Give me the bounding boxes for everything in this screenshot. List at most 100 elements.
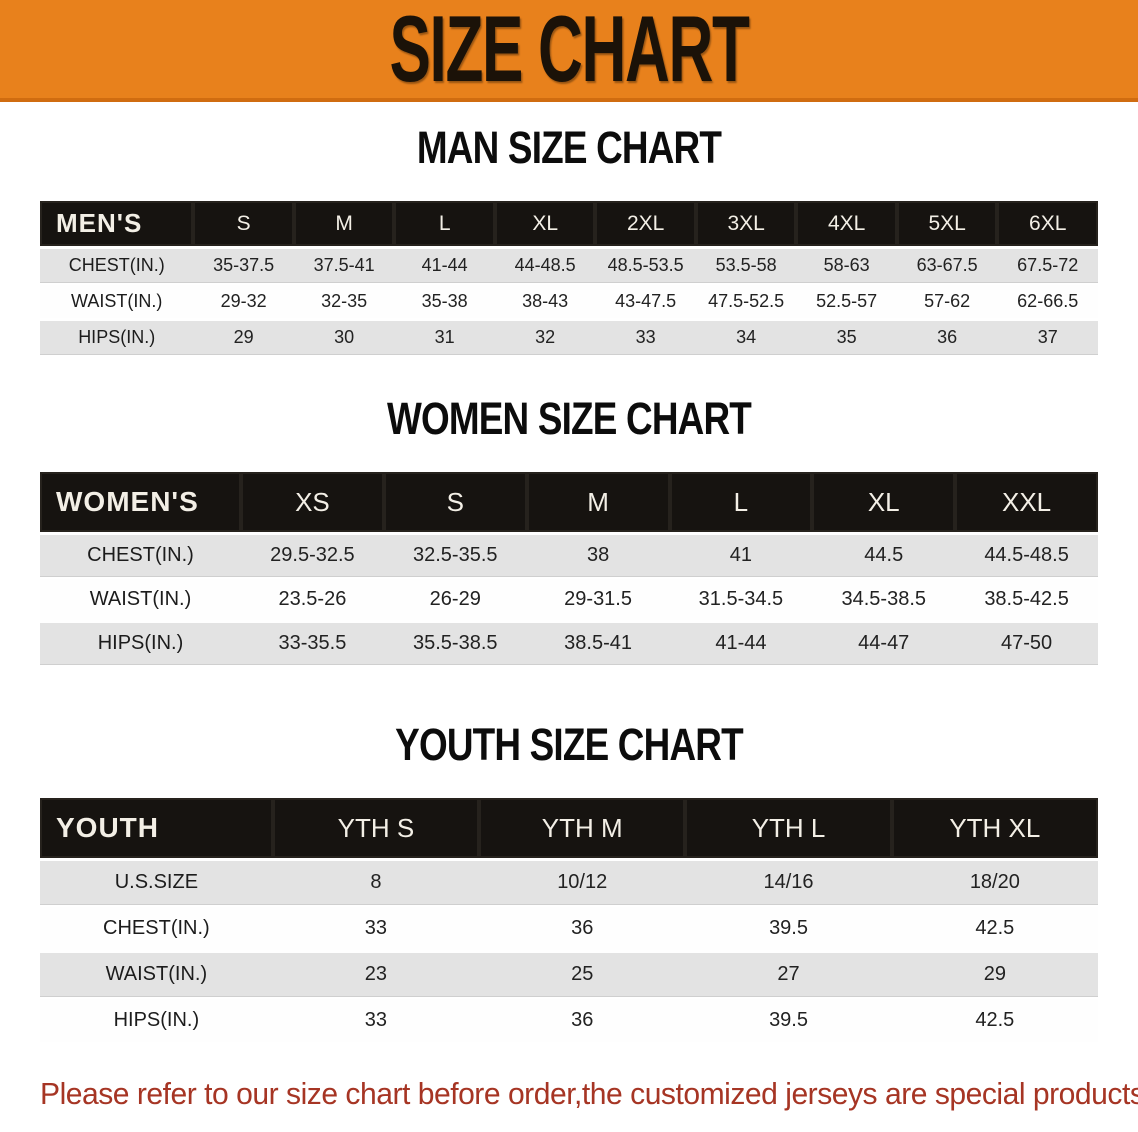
men-size-column-header: 3XL (695, 201, 797, 246)
men-size-value-cell: 32 (494, 321, 596, 354)
women-size-value-cell: 34.5-38.5 (812, 579, 956, 620)
youth-size-value-cell: 33 (272, 999, 480, 1042)
disclaimer-line-1: Please refer to our size chart before or… (40, 1076, 1138, 1111)
women-size-table: WOMEN'S XS S M L XL XXL CHEST(IN.) 29.5-32.5 32.… (40, 469, 1098, 667)
men-size-value-cell: 35 (796, 321, 897, 354)
men-row-label: CHEST(IN.) (40, 249, 194, 282)
men-size-value-cell: 31 (394, 321, 495, 354)
youth-size-column-header: YTH L (685, 798, 892, 858)
men-header-row: MEN'S S M L XL 2XL 3XL 4XL 5XL 6XL (40, 201, 1098, 246)
women-size-column-header: S (383, 472, 527, 532)
women-table-body: CHEST(IN.) 29.5-32.5 32.5-35.5 38 41 44.5 44.5… (40, 535, 1098, 664)
men-size-value-cell: 47.5-52.5 (695, 285, 797, 318)
women-size-value-cell: 41-44 (669, 623, 813, 664)
men-measure-row: WAIST(IN.) 29-32 32-35 35-38 38-43 43-47.5 47.… (40, 285, 1098, 318)
youth-size-value-cell: 29 (891, 953, 1098, 996)
men-size-value-cell: 63-67.5 (896, 249, 998, 282)
women-size-value-cell: 35.5-38.5 (383, 623, 527, 664)
youth-size-column-header: YTH M (479, 798, 686, 858)
women-measure-row: CHEST(IN.) 29.5-32.5 32.5-35.5 38 41 44.5 44.5… (40, 535, 1098, 576)
men-size-column-header: 6XL (997, 201, 1098, 246)
women-measure-row: HIPS(IN.) 33-35.5 35.5-38.5 38.5-41 41-44 44-… (40, 623, 1098, 664)
women-group-label: WOMEN'S (40, 472, 242, 532)
youth-section: YOUTH SIZE CHART YOUTH YTH S YTH M YTH L YTH… (0, 719, 1138, 1045)
women-size-value-cell: 33-35.5 (241, 623, 384, 664)
men-size-value-cell: 52.5-57 (796, 285, 897, 318)
men-size-value-cell: 32-35 (293, 285, 395, 318)
women-row-label: HIPS(IN.) (40, 623, 242, 664)
women-measure-row: WAIST(IN.) 23.5-26 26-29 29-31.5 31.5-34.5 34… (40, 579, 1098, 620)
men-size-value-cell: 62-66.5 (997, 285, 1098, 318)
women-size-value-cell: 32.5-35.5 (383, 535, 527, 576)
women-size-value-cell: 41 (669, 535, 813, 576)
men-size-value-cell: 35-37.5 (193, 249, 294, 282)
women-chart-heading: WOMEN SIZE CHART (386, 393, 752, 444)
women-size-value-cell: 44.5-48.5 (955, 535, 1098, 576)
youth-size-column-header: YTH XL (891, 798, 1098, 858)
youth-size-value-cell: 42.5 (891, 907, 1098, 950)
youth-size-value-cell: 23 (272, 953, 480, 996)
women-size-value-cell: 29-31.5 (526, 579, 670, 620)
men-size-value-cell: 48.5-53.5 (595, 249, 696, 282)
men-size-value-cell: 67.5-72 (997, 249, 1098, 282)
youth-size-value-cell: 39.5 (685, 907, 892, 950)
women-size-column-header: XXL (955, 472, 1098, 532)
men-size-table: MEN'S S M L XL 2XL 3XL 4XL 5XL 6XL CHEST(IN.) 35-3… (40, 198, 1098, 357)
youth-row-label: CHEST(IN.) (40, 907, 273, 950)
men-size-value-cell: 41-44 (394, 249, 495, 282)
size-charts: MAN SIZE CHART MEN'S S M L XL 2XL 3XL 4XL 5XL 6XL… (0, 122, 1138, 1045)
men-size-value-cell: 30 (293, 321, 395, 354)
youth-size-value-cell: 14/16 (685, 861, 892, 904)
youth-chart-heading: YOUTH SIZE CHART (395, 719, 744, 770)
women-size-column-header: L (669, 472, 813, 532)
youth-size-value-cell: 18/20 (891, 861, 1098, 904)
youth-measure-row: WAIST(IN.) 23 25 27 29 (40, 953, 1098, 996)
women-size-column-header: M (526, 472, 670, 532)
youth-size-column-header: YTH S (272, 798, 480, 858)
women-row-label: WAIST(IN.) (40, 579, 242, 620)
women-size-value-cell: 23.5-26 (241, 579, 384, 620)
women-size-value-cell: 44.5 (812, 535, 956, 576)
men-size-column-header: S (193, 201, 294, 246)
women-section: WOMEN SIZE CHART WOMEN'S XS S M L XL XXL CHEST… (0, 393, 1138, 667)
men-size-value-cell: 29-32 (193, 285, 294, 318)
page-title: SIZE CHART (389, 0, 749, 101)
women-row-label: CHEST(IN.) (40, 535, 242, 576)
men-size-column-header: 2XL (595, 201, 696, 246)
men-size-value-cell: 43-47.5 (595, 285, 696, 318)
youth-group-label: YOUTH (40, 798, 273, 858)
youth-size-value-cell: 8 (272, 861, 480, 904)
youth-size-value-cell: 27 (685, 953, 892, 996)
youth-size-value-cell: 36 (479, 999, 686, 1042)
men-size-value-cell: 53.5-58 (695, 249, 797, 282)
women-header-row: WOMEN'S XS S M L XL XXL (40, 472, 1098, 532)
men-size-value-cell: 29 (193, 321, 294, 354)
women-size-value-cell: 38.5-41 (526, 623, 670, 664)
men-measure-row: HIPS(IN.) 29 30 31 32 33 34 35 36 37 (40, 321, 1098, 354)
size-chart-banner: SIZE CHART (0, 0, 1138, 102)
men-size-value-cell: 38-43 (494, 285, 596, 318)
youth-size-value-cell: 10/12 (479, 861, 686, 904)
men-row-label: WAIST(IN.) (40, 285, 194, 318)
youth-header-row: YOUTH YTH S YTH M YTH L YTH XL (40, 798, 1098, 858)
men-size-value-cell: 36 (896, 321, 998, 354)
men-group-label: MEN'S (40, 201, 194, 246)
men-size-column-header: 4XL (796, 201, 897, 246)
men-size-value-cell: 34 (695, 321, 797, 354)
youth-size-value-cell: 36 (479, 907, 686, 950)
youth-size-value-cell: 42.5 (891, 999, 1098, 1042)
youth-size-value-cell: 33 (272, 907, 480, 950)
men-size-column-header: M (293, 201, 395, 246)
youth-measure-row: CHEST(IN.) 33 36 39.5 42.5 (40, 907, 1098, 950)
men-size-value-cell: 58-63 (796, 249, 897, 282)
men-row-label: HIPS(IN.) (40, 321, 194, 354)
women-size-value-cell: 47-50 (955, 623, 1098, 664)
men-size-value-cell: 33 (595, 321, 696, 354)
men-measure-row: CHEST(IN.) 35-37.5 37.5-41 41-44 44-48.5 48.5… (40, 249, 1098, 282)
women-size-value-cell: 44-47 (812, 623, 956, 664)
disclaimer-line-2: we don't accept cancel, change, teturn o… (40, 1119, 1105, 1132)
youth-size-table: YOUTH YTH S YTH M YTH L YTH XL U.S.SIZE 8 10/1… (40, 795, 1098, 1045)
youth-measure-row: HIPS(IN.) 33 36 39.5 42.5 (40, 999, 1098, 1042)
youth-row-label: WAIST(IN.) (40, 953, 273, 996)
